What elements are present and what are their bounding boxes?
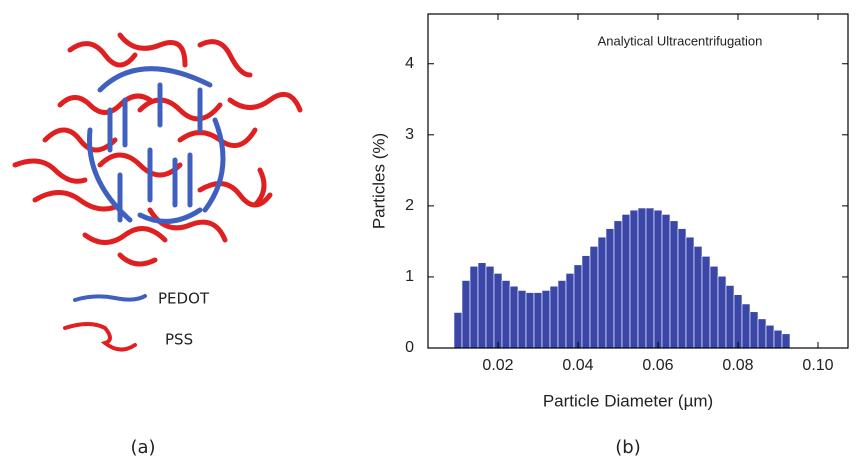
y-tick-label: 4 (405, 55, 414, 72)
bar (485, 265, 495, 349)
bar (621, 214, 631, 349)
bar (573, 264, 583, 349)
bar (493, 273, 503, 349)
bar (565, 273, 575, 349)
bar (605, 228, 615, 349)
bar (693, 246, 703, 349)
bar (741, 303, 751, 349)
x-axis-title: Particle Diameter (µm) (543, 391, 713, 410)
bar (461, 280, 471, 349)
bar (749, 311, 759, 349)
bar (613, 220, 623, 349)
bar (773, 329, 783, 349)
bar (637, 207, 647, 349)
bar (757, 318, 767, 349)
bar (541, 290, 551, 349)
x-tick-label: 0.08 (722, 357, 753, 374)
bar (581, 255, 591, 349)
bar (645, 207, 655, 349)
bar (669, 220, 679, 349)
x-tick-label: 0.10 (802, 357, 833, 374)
bar (469, 265, 479, 349)
bar (557, 280, 567, 349)
bar (517, 290, 527, 349)
x-tick-label: 0.02 (482, 357, 513, 374)
legend-label: PEDOT (158, 290, 210, 308)
x-tick-label: 0.06 (642, 357, 673, 374)
bar (653, 209, 663, 349)
bar (477, 262, 487, 349)
bar (677, 228, 687, 349)
plot-frame (427, 13, 849, 349)
y-tick-label: 1 (405, 268, 414, 285)
annotation: Analytical Ultracentrifugation (598, 33, 763, 48)
bar (765, 324, 775, 349)
bar (709, 265, 719, 349)
bar (501, 280, 511, 349)
bar (725, 285, 735, 349)
bar (533, 292, 543, 349)
bar (661, 214, 671, 349)
bar (453, 312, 463, 349)
legend-label: PSS (165, 331, 193, 349)
y-axis-title: Particles (%) (369, 133, 388, 229)
bar (717, 275, 727, 349)
bar (701, 256, 711, 349)
bar (589, 246, 599, 349)
bar (549, 285, 559, 349)
y-tick-label: 0 (405, 339, 414, 356)
bar (597, 236, 607, 349)
x-tick-label: 0.04 (562, 357, 593, 374)
caption: (b) (615, 437, 640, 458)
bar (685, 236, 695, 349)
bar (733, 294, 743, 349)
bar (781, 333, 791, 349)
histogram-chart: 0.02 0.04 0.06 0.08 0.10 0 1 2 3 4 Analytical Ultr… (369, 13, 849, 410)
bar (525, 292, 535, 349)
bar (509, 285, 519, 349)
bar (629, 209, 639, 349)
y-tick-label: 3 (405, 126, 414, 143)
y-tick-label: 2 (405, 197, 414, 214)
polymer-diagram (12, 32, 303, 352)
caption: (a) (130, 437, 155, 458)
